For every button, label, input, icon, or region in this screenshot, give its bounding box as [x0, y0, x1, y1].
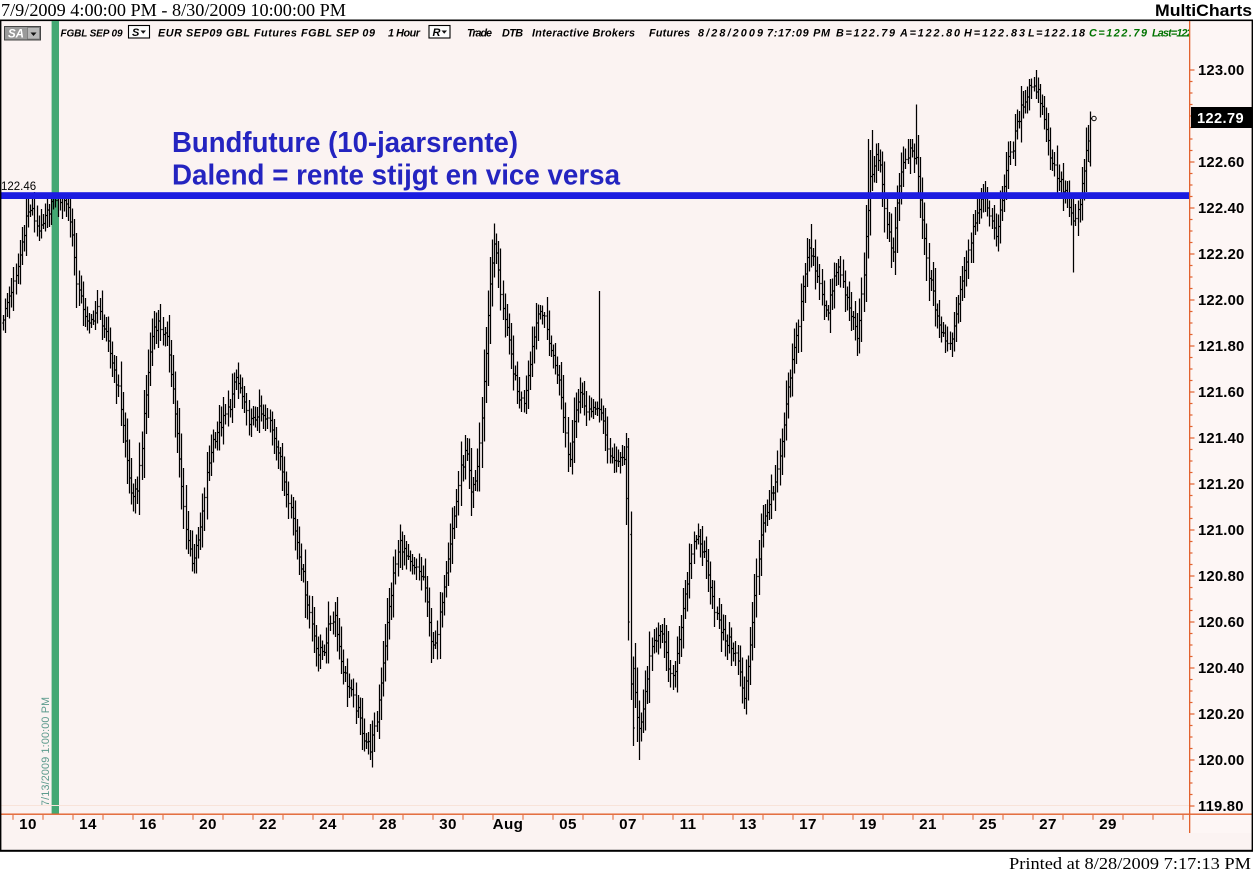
- svg-text:121.60: 121.60: [1198, 385, 1244, 401]
- svg-text:123.00: 123.00: [1198, 63, 1244, 79]
- svg-text:05: 05: [559, 816, 577, 833]
- svg-text:SA: SA: [8, 29, 24, 41]
- svg-text:27: 27: [1039, 816, 1057, 833]
- svg-text:R: R: [433, 27, 441, 39]
- svg-text:MultiCharts: MultiCharts: [1155, 2, 1252, 20]
- svg-text:16: 16: [139, 816, 157, 833]
- svg-text:120.00: 120.00: [1198, 753, 1244, 769]
- svg-text:21: 21: [919, 816, 937, 833]
- svg-text:C=122.79: C=122.79: [1089, 27, 1147, 39]
- svg-text:Aug: Aug: [493, 816, 524, 833]
- svg-text:30: 30: [439, 816, 457, 833]
- svg-text:L=122.18: L=122.18: [1028, 27, 1085, 39]
- svg-text:122.40: 122.40: [1198, 201, 1244, 217]
- svg-text:13: 13: [739, 816, 757, 833]
- svg-text:121.20: 121.20: [1198, 477, 1244, 493]
- svg-text:Dalend = rente stijgt en vice: Dalend = rente stijgt en vice versa: [172, 160, 621, 192]
- svg-text:Interactive Brokers: Interactive Brokers: [532, 27, 635, 39]
- svg-text:EUR SEP09 GBL Futures FGBL SEP: EUR SEP09 GBL Futures FGBL SEP 09: [158, 27, 375, 39]
- svg-text:DTB: DTB: [502, 27, 523, 39]
- svg-text:FGBL SEP 09: FGBL SEP 09: [61, 28, 123, 39]
- svg-text:Trade: Trade: [467, 27, 492, 39]
- svg-text:122.00: 122.00: [1198, 293, 1244, 309]
- svg-text:7:17:09 PM: 7:17:09 PM: [767, 27, 831, 39]
- svg-text:120.20: 120.20: [1198, 707, 1244, 723]
- svg-text:B=122.79: B=122.79: [836, 27, 895, 39]
- svg-text:11: 11: [680, 816, 697, 833]
- svg-text:121.00: 121.00: [1198, 523, 1244, 539]
- svg-text:121.40: 121.40: [1198, 431, 1244, 447]
- svg-text:29: 29: [1099, 816, 1117, 833]
- svg-text:122.20: 122.20: [1198, 247, 1244, 263]
- svg-text:119.80: 119.80: [1198, 799, 1244, 815]
- svg-text:120.80: 120.80: [1198, 569, 1244, 585]
- svg-text:Printed at 8/28/2009 7:17:13 P: Printed at 8/28/2009 7:17:13 PM: [1009, 854, 1251, 873]
- svg-text:28: 28: [379, 816, 397, 833]
- svg-text:Bundfuture (10-jaarsrente): Bundfuture (10-jaarsrente): [172, 127, 518, 159]
- svg-text:1 Hour: 1 Hour: [388, 27, 421, 39]
- svg-text:14: 14: [79, 816, 97, 833]
- svg-text:Last=122.7: Last=122.7: [1152, 27, 1201, 39]
- svg-text:Futures: Futures: [649, 27, 690, 39]
- svg-text:20: 20: [199, 816, 217, 833]
- svg-text:22: 22: [259, 816, 277, 833]
- svg-text:120.40: 120.40: [1198, 661, 1244, 677]
- svg-text:122.79: 122.79: [1197, 111, 1244, 127]
- svg-text:120.60: 120.60: [1198, 615, 1244, 631]
- svg-text:H=122.83: H=122.83: [964, 27, 1025, 39]
- svg-text:7/13/2009 1:00:00 PM: 7/13/2009 1:00:00 PM: [40, 697, 52, 806]
- svg-text:25: 25: [979, 816, 997, 833]
- svg-text:07: 07: [619, 816, 637, 833]
- svg-text:122.46: 122.46: [1, 181, 36, 193]
- svg-text:17: 17: [799, 816, 817, 833]
- svg-text:122.60: 122.60: [1198, 155, 1244, 171]
- svg-text:19: 19: [859, 816, 877, 833]
- svg-text:10: 10: [19, 816, 37, 833]
- svg-text:24: 24: [319, 816, 337, 833]
- svg-text:7/9/2009 4:00:00 PM - 8/30/200: 7/9/2009 4:00:00 PM - 8/30/2009 10:00:00…: [1, 0, 346, 20]
- svg-text:S: S: [132, 27, 140, 39]
- svg-text:121.80: 121.80: [1198, 339, 1244, 355]
